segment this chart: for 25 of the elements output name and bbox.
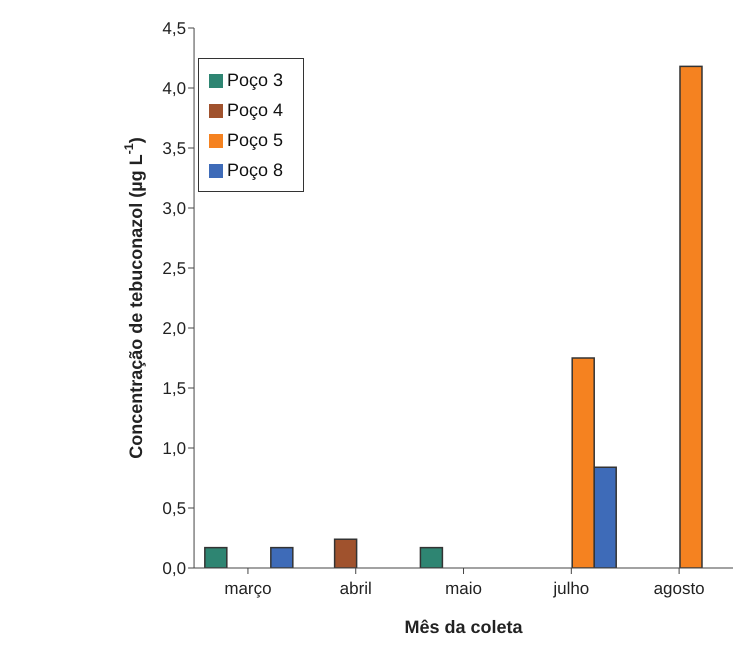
y-tick-label: 0,0 [162, 559, 186, 578]
y-tick-label: 1,0 [162, 439, 186, 458]
y-tick-label: 2,5 [162, 259, 186, 278]
legend-label: Poço 8 [227, 160, 284, 180]
y-tick-label: 2,0 [162, 319, 186, 338]
y-tick-label: 3,0 [162, 199, 186, 218]
bar [420, 546, 444, 568]
bar [334, 538, 358, 568]
x-tick-label: agosto [654, 579, 705, 598]
legend-label: Poço 4 [227, 100, 284, 120]
x-tick-label: abril [340, 579, 372, 598]
x-tick-label: maio [445, 579, 482, 598]
y-tick-label: 4,0 [162, 79, 186, 98]
bar [270, 546, 294, 568]
bar [679, 66, 703, 568]
y-tick-label: 4,5 [162, 19, 186, 38]
y-tick-label: 1,5 [162, 379, 186, 398]
bar [204, 546, 228, 568]
y-tick-label: 0,5 [162, 499, 186, 518]
y-tick-label: 3,5 [162, 139, 186, 158]
legend-label: Poço 5 [227, 130, 284, 150]
x-tick-label: julho [552, 579, 590, 598]
x-axis-title: Mês da coleta [404, 617, 524, 637]
legend-label: Poço 3 [227, 70, 284, 90]
x-tick-label: março [224, 579, 272, 598]
